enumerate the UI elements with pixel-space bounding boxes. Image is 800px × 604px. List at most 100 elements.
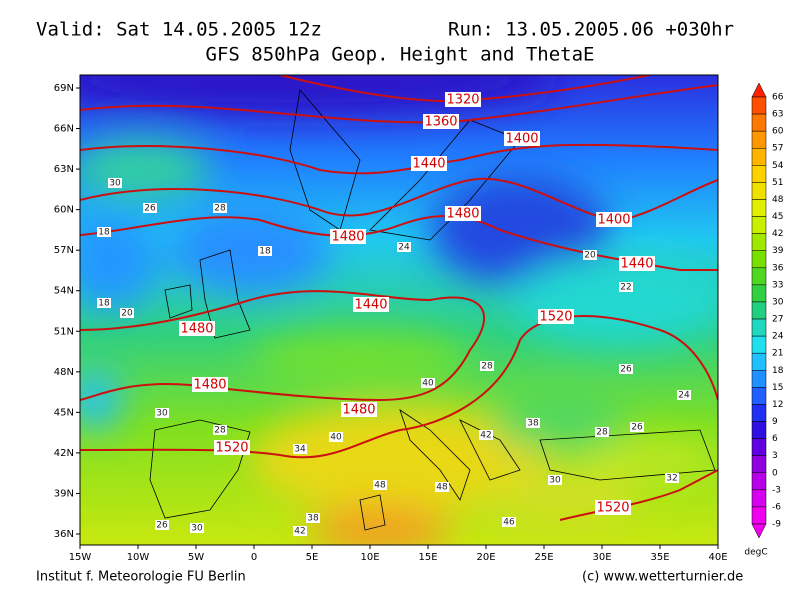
height-label-box: [445, 92, 481, 107]
thetae-label-box: [213, 203, 227, 213]
height-label-box: [504, 131, 540, 146]
colorbar-unit: degC: [744, 548, 767, 558]
thetae-label-box: [190, 523, 204, 533]
lat-label: 63N: [54, 164, 74, 175]
height-label: 1520: [596, 501, 629, 516]
colorbar-label: 54: [772, 161, 784, 171]
colorbar-band: [751, 472, 767, 491]
height-label: 1520: [215, 441, 248, 456]
thetae-label: 26: [631, 423, 643, 433]
valid-time: Valid: Sat 14.05.2005 12z: [36, 19, 322, 41]
height-label-box: [330, 229, 366, 244]
lon-label: 5E: [306, 552, 319, 563]
height-label: 1480: [193, 378, 226, 393]
lon-label: 30E: [592, 552, 611, 563]
run-time: Run: 13.05.2005.06 +030hr: [448, 19, 734, 41]
height-label: 1400: [597, 213, 630, 228]
lat-label: 60N: [54, 205, 74, 216]
colorbar-band: [751, 250, 767, 269]
thetae-label-box: [329, 432, 343, 442]
lat-label: 66N: [54, 124, 74, 135]
thetae-label: 20: [121, 309, 133, 319]
height-label: 1520: [539, 310, 572, 325]
thetae-label-box: [293, 526, 307, 536]
colorbar-band: [751, 404, 767, 422]
thetae-label: 18: [259, 247, 271, 257]
height-label-box: [341, 402, 377, 417]
thetae-label: 32: [666, 474, 677, 484]
thetae-label: 18: [98, 299, 110, 309]
colorbar-band: [751, 147, 767, 166]
thetae-label-box: [630, 422, 644, 432]
thetae-label-box: [293, 444, 307, 454]
thetae-label: 40: [330, 433, 342, 443]
thetae-label-box: [397, 242, 411, 252]
colorbar-label: 24: [772, 332, 784, 342]
colorbar-label: 66: [772, 93, 784, 103]
height-label: 1480: [342, 403, 375, 418]
thetae-label: 24: [678, 391, 690, 401]
lon-label: 15W: [69, 552, 92, 563]
colorbar-label: -3: [772, 485, 781, 495]
colorbar-label: 42: [772, 229, 783, 239]
colorbar-label: 6: [772, 434, 778, 444]
colorbar-band: [751, 165, 767, 183]
colorbar-band: [751, 387, 767, 405]
height-label-box: [619, 256, 655, 271]
colorbar-band: [751, 182, 767, 200]
thetae-label: 42: [294, 527, 305, 537]
colorbar-band: [751, 301, 767, 320]
colorbar-label: 63: [772, 110, 783, 120]
thetae-label-box: [435, 482, 449, 492]
thetae-label: 26: [620, 365, 632, 375]
colorbar-label: 3: [772, 451, 778, 461]
thetae-label-box: [526, 418, 540, 428]
colorbar-label: 18: [772, 366, 784, 376]
thetae-label: 30: [191, 524, 203, 534]
height-label: 1480: [180, 322, 213, 337]
height-label: 1440: [620, 257, 653, 272]
thetae-label-box: [421, 378, 435, 388]
thetae-label: 24: [398, 243, 410, 253]
thetae-label-box: [373, 480, 387, 490]
colorbar-label: -6: [772, 502, 781, 512]
colorbar-label: 57: [772, 144, 783, 154]
thetae-label-box: [548, 475, 562, 485]
colorbar-label: 45: [772, 212, 783, 222]
footer-copyright: (c) www.wetterturnier.de: [582, 570, 743, 585]
colorbar-band: [751, 506, 767, 525]
colorbar-band: [751, 113, 767, 132]
height-label-box: [596, 212, 632, 227]
thetae-label-box: [143, 203, 157, 213]
colorbar-label: 33: [772, 280, 783, 290]
lon-label: 0: [251, 552, 257, 563]
lat-label: 42N: [54, 448, 74, 459]
thetae-label-box: [155, 520, 169, 530]
colorbar-end: [751, 523, 767, 539]
thetae-label-box: [479, 430, 493, 440]
colorbar-label: 9: [772, 417, 778, 427]
thetae-label-box: [583, 250, 597, 260]
thetae-label: 22: [620, 283, 631, 293]
thetae-label: 28: [596, 428, 608, 438]
height-label: 1360: [424, 115, 457, 130]
thetae-label-box: [108, 178, 122, 188]
thetae-label: 26: [144, 204, 156, 214]
thetae-label: 40: [422, 379, 434, 389]
height-contours: [80, 75, 718, 521]
colorbar-label: 27: [772, 315, 783, 325]
colorbar-label: 51: [772, 178, 783, 188]
colorbar-band: [751, 318, 767, 337]
lon-label: 25E: [534, 552, 553, 563]
thetae-label: 38: [527, 419, 539, 429]
colorbar-band: [751, 199, 767, 217]
height-label-box: [411, 156, 447, 171]
lat-label: 69N: [54, 83, 74, 94]
lon-label: 15E: [418, 552, 437, 563]
height-label: 1320: [446, 93, 479, 108]
colorbar-band: [751, 335, 767, 354]
thetae-label-box: [120, 308, 134, 318]
height-label: 1480: [331, 230, 364, 245]
colorbar-label: 48: [772, 195, 784, 205]
thetae-label: 34: [294, 445, 306, 455]
